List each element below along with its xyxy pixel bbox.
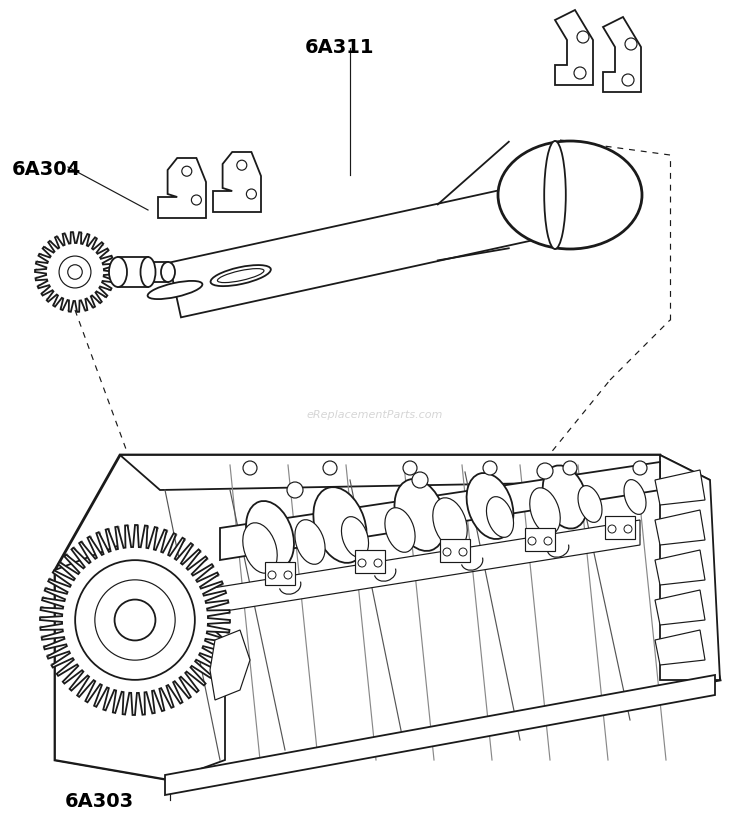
- Circle shape: [412, 472, 428, 488]
- Circle shape: [237, 160, 247, 170]
- Circle shape: [94, 580, 176, 660]
- Polygon shape: [655, 630, 705, 665]
- Ellipse shape: [433, 498, 467, 548]
- Circle shape: [608, 525, 616, 533]
- Polygon shape: [655, 470, 705, 505]
- Circle shape: [247, 189, 256, 199]
- Ellipse shape: [487, 497, 514, 538]
- Ellipse shape: [243, 523, 278, 573]
- Circle shape: [323, 461, 337, 475]
- Circle shape: [284, 571, 292, 579]
- Polygon shape: [200, 520, 640, 615]
- Ellipse shape: [109, 257, 127, 287]
- Polygon shape: [265, 562, 295, 585]
- Polygon shape: [655, 550, 705, 585]
- Polygon shape: [35, 232, 115, 312]
- Text: 6A303: 6A303: [65, 792, 134, 811]
- Ellipse shape: [148, 281, 202, 299]
- Circle shape: [537, 463, 553, 479]
- Text: 6A304: 6A304: [12, 160, 81, 179]
- Polygon shape: [210, 630, 250, 700]
- Circle shape: [528, 537, 536, 545]
- Circle shape: [115, 600, 155, 640]
- Polygon shape: [158, 158, 206, 218]
- Circle shape: [287, 482, 303, 498]
- Circle shape: [483, 461, 497, 475]
- Polygon shape: [525, 528, 555, 551]
- Ellipse shape: [530, 488, 560, 534]
- Circle shape: [443, 548, 451, 556]
- Circle shape: [191, 195, 202, 205]
- Circle shape: [68, 265, 82, 280]
- Polygon shape: [120, 455, 710, 490]
- Polygon shape: [655, 590, 705, 625]
- Circle shape: [459, 548, 467, 556]
- Polygon shape: [165, 675, 715, 795]
- Polygon shape: [220, 462, 660, 560]
- Polygon shape: [55, 545, 225, 780]
- Ellipse shape: [140, 257, 155, 287]
- Polygon shape: [55, 455, 720, 780]
- Circle shape: [75, 560, 195, 680]
- Ellipse shape: [217, 269, 264, 283]
- Polygon shape: [555, 10, 593, 85]
- Circle shape: [625, 38, 637, 50]
- Circle shape: [622, 74, 634, 86]
- Circle shape: [563, 461, 577, 475]
- Circle shape: [577, 31, 589, 43]
- Circle shape: [182, 166, 192, 176]
- Polygon shape: [440, 539, 470, 562]
- Polygon shape: [655, 510, 705, 545]
- Text: 6A311: 6A311: [305, 38, 374, 57]
- Polygon shape: [169, 183, 546, 318]
- Polygon shape: [603, 17, 641, 92]
- Ellipse shape: [211, 265, 271, 286]
- Circle shape: [243, 461, 257, 475]
- Ellipse shape: [466, 473, 514, 539]
- Ellipse shape: [578, 485, 602, 523]
- Ellipse shape: [394, 479, 445, 551]
- Ellipse shape: [385, 508, 415, 552]
- Circle shape: [574, 67, 586, 79]
- Circle shape: [544, 537, 552, 545]
- Ellipse shape: [161, 262, 175, 282]
- Ellipse shape: [498, 141, 642, 249]
- Circle shape: [59, 256, 91, 288]
- Circle shape: [624, 525, 632, 533]
- Ellipse shape: [246, 501, 294, 569]
- Ellipse shape: [314, 487, 367, 563]
- Ellipse shape: [624, 480, 646, 514]
- Circle shape: [358, 559, 366, 567]
- Polygon shape: [605, 516, 635, 539]
- Circle shape: [633, 461, 647, 475]
- Ellipse shape: [295, 519, 325, 564]
- Text: eReplacementParts.com: eReplacementParts.com: [307, 410, 443, 420]
- Circle shape: [374, 559, 382, 567]
- Polygon shape: [213, 152, 261, 212]
- Ellipse shape: [543, 466, 587, 528]
- Circle shape: [403, 461, 417, 475]
- Ellipse shape: [544, 141, 566, 249]
- Polygon shape: [660, 455, 720, 680]
- Ellipse shape: [341, 517, 368, 557]
- Polygon shape: [40, 525, 230, 715]
- Circle shape: [268, 571, 276, 579]
- Polygon shape: [355, 550, 385, 573]
